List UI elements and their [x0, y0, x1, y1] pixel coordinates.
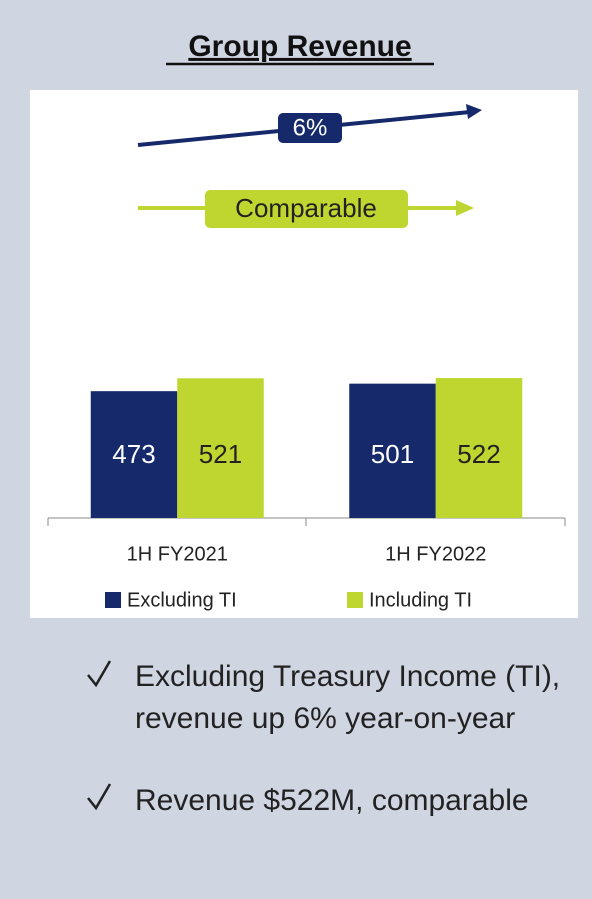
bullet-text: Excluding Treasury Income (TI), revenue …: [135, 660, 561, 735]
annotation: Comparable: [235, 193, 377, 223]
chart-title: Group Revenue: [188, 30, 411, 63]
value-label: 473: [112, 439, 155, 469]
legend-label: Including TI: [369, 589, 472, 611]
bar: [177, 378, 264, 518]
arrow-head: [456, 200, 474, 216]
value-label: 522: [457, 439, 500, 469]
bar: [90, 391, 178, 518]
x-tick-label: 1H FY2021: [127, 543, 228, 565]
check-icon: [87, 660, 112, 688]
annotation-box: [205, 190, 408, 228]
value-label: 521: [199, 439, 242, 469]
annotation: 6%: [293, 114, 328, 141]
bullet-text: Revenue $522M, comparable: [135, 784, 529, 817]
annotation-box: [278, 113, 342, 143]
plot-area: [30, 90, 578, 618]
check-icon: [87, 783, 112, 811]
arrow-head: [466, 104, 482, 119]
bar: [349, 383, 436, 518]
value-label: 501: [371, 439, 414, 469]
x-tick-label: 1H FY2022: [385, 543, 486, 565]
legend-swatch: [105, 592, 121, 608]
bar: [435, 378, 523, 518]
legend-swatch: [347, 592, 363, 608]
legend-label: Excluding TI: [127, 589, 237, 611]
